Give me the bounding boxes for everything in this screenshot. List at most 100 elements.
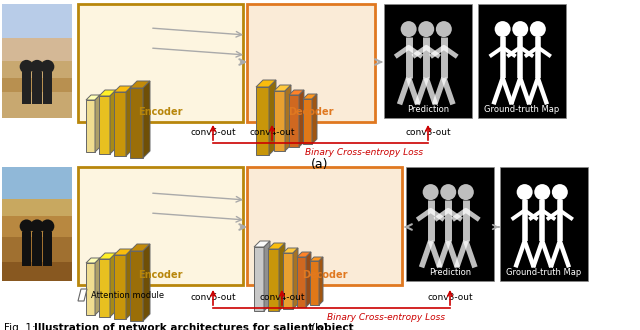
Polygon shape xyxy=(268,249,279,311)
Polygon shape xyxy=(130,88,143,158)
Bar xyxy=(2,199,72,216)
Bar xyxy=(2,38,72,61)
Polygon shape xyxy=(274,85,291,91)
Bar xyxy=(2,78,72,92)
Text: Illustration of network architectures for salient object: Illustration of network architectures fo… xyxy=(34,323,354,330)
Polygon shape xyxy=(319,257,323,305)
Polygon shape xyxy=(293,248,298,309)
Polygon shape xyxy=(143,81,150,158)
Text: Attention module: Attention module xyxy=(91,290,164,300)
Text: Ground-truth Map: Ground-truth Map xyxy=(506,268,582,277)
Polygon shape xyxy=(256,80,276,87)
Polygon shape xyxy=(130,251,143,321)
Bar xyxy=(384,4,472,118)
Text: conv3-out: conv3-out xyxy=(405,128,451,137)
Polygon shape xyxy=(285,85,291,151)
Polygon shape xyxy=(143,244,150,321)
Polygon shape xyxy=(310,261,319,305)
Polygon shape xyxy=(303,99,312,144)
Text: Ground-truth Map: Ground-truth Map xyxy=(484,105,559,114)
Polygon shape xyxy=(269,80,276,155)
Text: Prediction: Prediction xyxy=(429,268,471,277)
Circle shape xyxy=(41,219,54,233)
Bar xyxy=(2,237,72,262)
Polygon shape xyxy=(303,94,317,99)
FancyBboxPatch shape xyxy=(78,4,243,122)
Circle shape xyxy=(20,60,33,74)
Polygon shape xyxy=(299,90,304,147)
Text: (a): (a) xyxy=(311,158,329,171)
Polygon shape xyxy=(86,95,100,100)
Text: Decoder: Decoder xyxy=(301,270,348,280)
Circle shape xyxy=(401,21,417,37)
Polygon shape xyxy=(274,91,285,151)
Bar xyxy=(2,167,72,199)
Polygon shape xyxy=(110,253,116,317)
Polygon shape xyxy=(310,257,323,261)
Polygon shape xyxy=(86,263,95,315)
Bar xyxy=(2,262,72,281)
Polygon shape xyxy=(114,255,126,319)
Circle shape xyxy=(530,21,546,37)
Polygon shape xyxy=(114,86,132,92)
Polygon shape xyxy=(306,252,311,307)
Text: Decoder: Decoder xyxy=(288,107,333,117)
Text: Binary Cross-entropy Loss: Binary Cross-entropy Loss xyxy=(327,313,445,322)
Bar xyxy=(43,232,52,266)
Polygon shape xyxy=(289,95,299,147)
Polygon shape xyxy=(130,244,150,251)
Circle shape xyxy=(440,184,456,200)
Text: conv4-out: conv4-out xyxy=(259,293,305,302)
Polygon shape xyxy=(95,95,100,152)
Circle shape xyxy=(512,21,528,37)
Text: Prediction: Prediction xyxy=(407,105,449,114)
Polygon shape xyxy=(283,253,293,309)
Circle shape xyxy=(458,184,474,200)
FancyBboxPatch shape xyxy=(247,167,402,285)
Text: conv5-out: conv5-out xyxy=(190,128,236,137)
Bar xyxy=(2,61,72,118)
Polygon shape xyxy=(78,289,87,301)
Bar xyxy=(2,167,72,281)
Polygon shape xyxy=(126,249,132,319)
Circle shape xyxy=(495,21,511,37)
FancyBboxPatch shape xyxy=(247,4,375,122)
Polygon shape xyxy=(110,90,116,154)
Circle shape xyxy=(422,184,438,200)
Text: Fig. 1:: Fig. 1: xyxy=(4,323,39,330)
Text: conv4-out: conv4-out xyxy=(249,128,295,137)
Polygon shape xyxy=(256,87,269,155)
Text: Binary Cross-entropy Loss: Binary Cross-entropy Loss xyxy=(305,148,423,157)
Polygon shape xyxy=(312,94,317,144)
Bar xyxy=(478,4,566,118)
Polygon shape xyxy=(264,241,270,311)
Polygon shape xyxy=(86,100,95,152)
Circle shape xyxy=(41,60,54,74)
Circle shape xyxy=(20,219,33,233)
Bar xyxy=(22,72,31,104)
Circle shape xyxy=(516,184,532,200)
Text: conv3-out: conv3-out xyxy=(427,293,473,302)
Circle shape xyxy=(30,219,44,233)
Polygon shape xyxy=(99,90,116,96)
Polygon shape xyxy=(86,258,100,263)
Polygon shape xyxy=(99,96,110,154)
Circle shape xyxy=(30,60,44,74)
Bar xyxy=(33,232,42,266)
Bar xyxy=(2,216,72,237)
Polygon shape xyxy=(114,249,132,255)
Polygon shape xyxy=(289,90,304,95)
Polygon shape xyxy=(283,248,298,253)
Text: Encoder: Encoder xyxy=(138,107,183,117)
Polygon shape xyxy=(99,253,116,259)
Polygon shape xyxy=(254,241,270,247)
Polygon shape xyxy=(130,81,150,88)
Polygon shape xyxy=(297,257,306,307)
Bar xyxy=(43,72,52,104)
Bar xyxy=(2,4,72,118)
Text: Encoder: Encoder xyxy=(138,270,183,280)
Text: conv5-out: conv5-out xyxy=(190,293,236,302)
Polygon shape xyxy=(99,259,110,317)
Bar xyxy=(406,167,494,281)
Polygon shape xyxy=(254,247,264,311)
